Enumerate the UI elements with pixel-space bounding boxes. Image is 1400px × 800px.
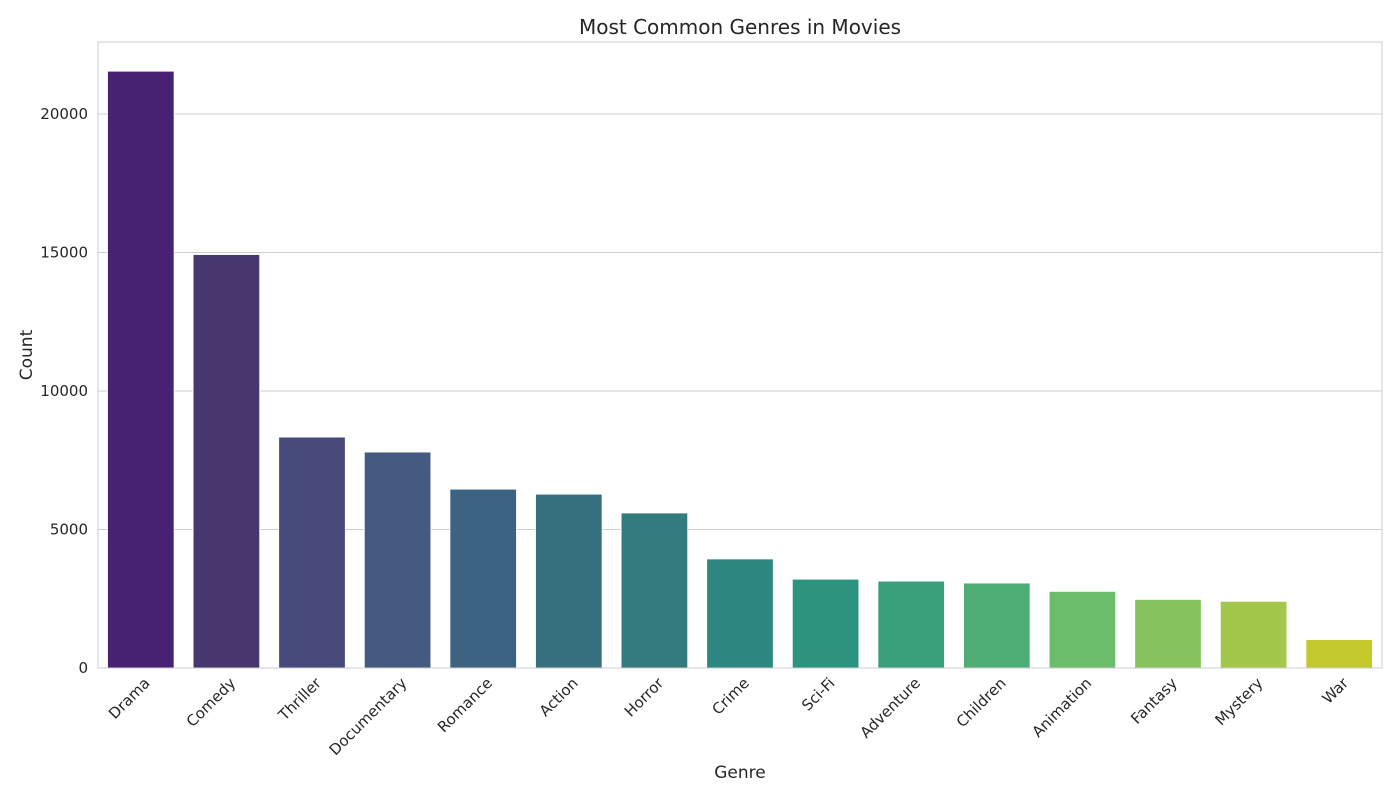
bar-crime — [706, 558, 774, 669]
x-tick-label: Action — [536, 674, 582, 720]
x-axis-label: Genre — [714, 763, 765, 783]
bar-fantasy — [1134, 598, 1202, 669]
x-tick-label: War — [1319, 674, 1353, 708]
x-tick-labels: Drama Comedy Thriller Documentary Romance Act… — [105, 674, 1353, 759]
y-axis-label: Count — [17, 329, 37, 380]
grid-layer — [98, 113, 1382, 531]
y-tick-label: 20000 — [40, 105, 88, 123]
x-tick-label: Mystery — [1211, 674, 1266, 729]
x-tick-label: Adventure — [856, 674, 924, 742]
y-tick-labels: 0 5000 10000 15000 20000 — [40, 105, 88, 677]
plot-frame — [97, 41, 1383, 669]
x-tick-label: Thriller — [274, 674, 325, 725]
bar-mystery — [1219, 600, 1288, 669]
chart-title: Most Common Genres in Movies — [579, 15, 901, 39]
x-tick-label: Romance — [434, 674, 496, 736]
bar-war — [1305, 638, 1374, 669]
bar-layer — [106, 70, 1374, 669]
x-tick-label: Horror — [621, 674, 668, 721]
x-tick-label: Children — [953, 674, 1010, 731]
x-tick-label: Crime — [709, 674, 753, 718]
bar-drama — [106, 70, 175, 669]
bar-romance — [449, 488, 518, 669]
bar-thriller — [278, 436, 346, 669]
x-tick-label: Sci-Fi — [798, 674, 838, 714]
x-tick-label: Comedy — [183, 674, 240, 731]
bar-adventure — [877, 580, 946, 669]
bar-horror — [620, 512, 689, 669]
bar-sci-fi — [791, 578, 860, 669]
bar-children — [962, 582, 1031, 669]
bar-animation — [1048, 590, 1117, 669]
bar-documentary — [363, 451, 432, 669]
x-tick-label: Documentary — [326, 674, 411, 759]
bar-action — [534, 493, 603, 669]
x-tick-label: Animation — [1028, 674, 1095, 741]
y-tick-label: 10000 — [40, 382, 88, 400]
y-tick-label: 5000 — [50, 521, 88, 539]
y-tick-label: 15000 — [40, 244, 88, 262]
x-tick-label: Fantasy — [1127, 674, 1181, 728]
x-tick-label: Drama — [105, 674, 154, 723]
y-tick-label: 0 — [78, 659, 88, 677]
bar-comedy — [192, 253, 261, 669]
